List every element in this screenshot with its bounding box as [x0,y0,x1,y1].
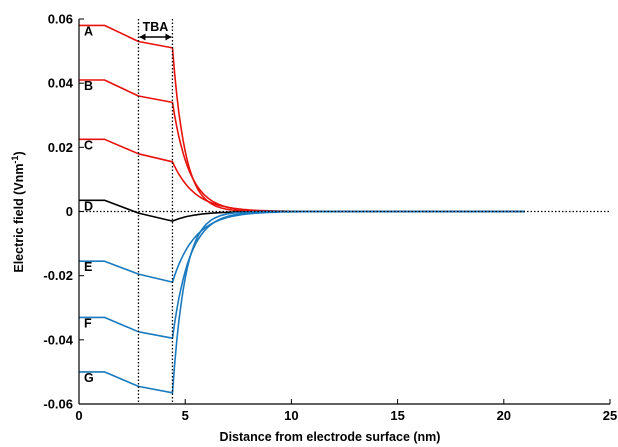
series-line-G [79,210,525,394]
curves [79,24,525,394]
x-axis-title: Distance from electrode surface (nm) [220,430,441,444]
curve-label-A: A [84,24,93,38]
tba-label: TBA [143,20,169,34]
x-tick-label: 5 [182,408,189,423]
curve-label-E: E [84,260,92,274]
y-axis-title-sup: -1 [10,156,20,164]
x-tick-label: 10 [284,408,298,423]
y-axis-title: Electric field (Vnm-1) [10,151,26,272]
tba-arrowhead-right [165,33,172,41]
x-tick-label: 25 [603,408,617,423]
x-tick-labels: 0 5 10 15 20 25 [75,399,617,423]
y-tick-label: -0.02 [43,268,73,283]
series-line-F [79,210,525,339]
y-tick-label: 0.06 [48,12,73,27]
y-axis-title-end: ) [12,151,26,155]
series-line-E [79,210,525,283]
series-line-B [79,79,525,213]
x-tick-label: 15 [390,408,404,423]
tba-region: TBA [137,19,174,404]
curve-label-F: F [84,316,92,330]
x-tick-label: 0 [75,408,82,423]
y-tick-label: -0.04 [43,332,73,347]
curve-label-G: G [84,371,94,385]
curve-label-D: D [84,199,93,213]
y-tick-label: -0.06 [43,397,73,412]
curve-label-C: C [84,138,93,152]
y-axis-title-main: Electric field (Vnm [12,164,26,273]
y-tick-label: 0.04 [48,76,74,91]
x-tick-label: 20 [497,408,511,423]
y-tick-labels: 0.06 0.04 0.02 0 -0.02 -0.04 -0.06 [43,12,84,412]
curve-label-B: B [84,79,93,93]
y-tick-label: 0.02 [48,140,73,155]
curve-labels: A B C D E F G [84,24,94,385]
series-line-C [79,138,525,213]
tba-arrowhead-left [139,33,146,41]
series-line-A [79,24,525,213]
y-tick-label: 0 [66,204,73,219]
